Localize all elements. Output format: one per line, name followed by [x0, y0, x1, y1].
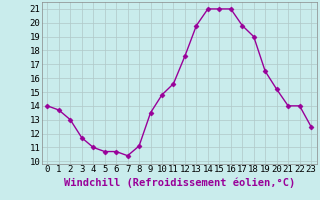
X-axis label: Windchill (Refroidissement éolien,°C): Windchill (Refroidissement éolien,°C)	[64, 177, 295, 188]
